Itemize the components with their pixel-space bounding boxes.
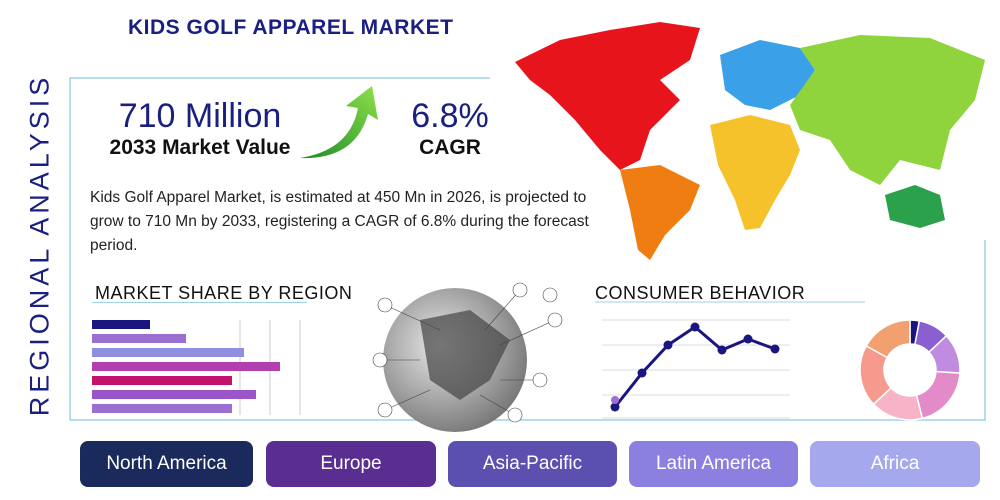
region-button[interactable]: Africa: [810, 441, 980, 487]
divider: [92, 302, 307, 303]
frame: [69, 77, 490, 420]
market-value: 710 Million: [118, 97, 282, 135]
cagr-label: CAGR: [419, 136, 481, 159]
description: Kids Golf Apparel Market, is estimated a…: [90, 189, 589, 254]
world-map: [515, 22, 985, 260]
section-heading: MARKET SHARE BY REGION: [95, 283, 353, 303]
bar-graphic: [92, 320, 301, 415]
donut-segment: [915, 370, 961, 420]
region-button[interactable]: North America: [80, 441, 253, 487]
region-button[interactable]: Europe: [266, 441, 436, 487]
donut-graphic: [859, 319, 961, 421]
growth-arrow: [300, 86, 378, 159]
frame: [70, 240, 986, 421]
donut-segment: [865, 319, 911, 359]
side-label: REGIONAL ANALYSIS: [24, 73, 55, 417]
globe-graphic: [372, 282, 563, 432]
market-value-label: 2033 Market Value: [109, 136, 291, 159]
title: KIDS GOLF APPAREL MARKET: [128, 16, 454, 39]
region-button[interactable]: Asia-Pacific: [448, 441, 617, 487]
section-heading: CONSUMER BEHAVIOR: [595, 283, 806, 303]
cagr: 6.8%: [411, 97, 489, 135]
region-button[interactable]: Latin America: [629, 441, 798, 487]
line-graphic: [602, 319, 790, 419]
